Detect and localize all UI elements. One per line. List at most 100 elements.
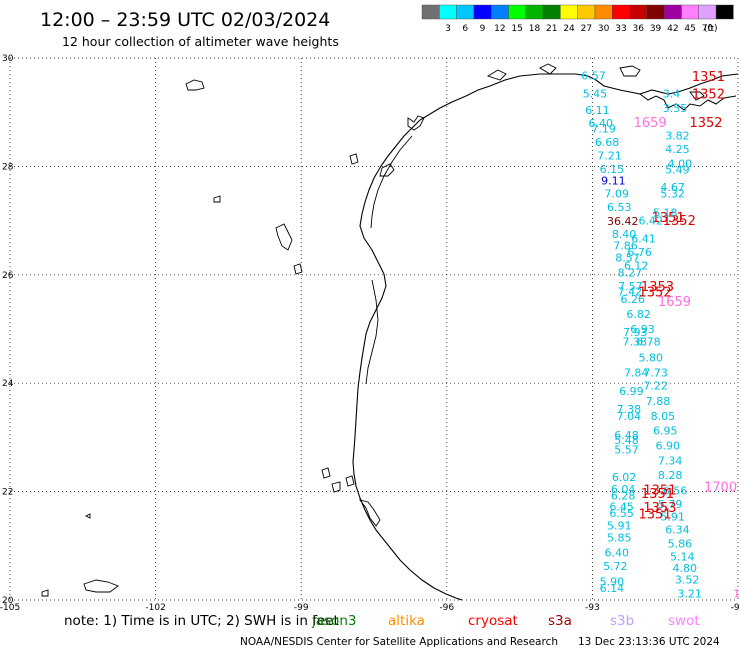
- wave-height-label: 6.76: [627, 246, 652, 259]
- wave-height-label: 7.93: [623, 326, 648, 339]
- colorbar-swatch: [629, 4, 648, 20]
- wave-height-label: 7.42: [618, 285, 643, 298]
- wave-height-label: 4.00: [668, 157, 693, 170]
- wave-height-labels: 6.575.456.116.407.196.687.216.159.117.09…: [581, 70, 740, 601]
- inland-lake-outline: [185, 79, 205, 91]
- wave-height-label: 5.79: [658, 498, 683, 511]
- footer-timestamp: 13 Dec 23:13:36 UTC 2024: [578, 636, 720, 648]
- colorbar-swatch: [421, 4, 440, 20]
- wave-height-label: 6.40: [589, 117, 614, 130]
- inland-lake-outline: [275, 223, 293, 251]
- wave-height-label: 5.91: [660, 510, 685, 523]
- legend-note: note: 1) Time is in UTC; 2) SWH is in fe…: [64, 613, 339, 629]
- colorbar-swatch: [594, 4, 613, 20]
- island-outline: [84, 513, 91, 519]
- wave-height-label: 3.82: [665, 129, 690, 142]
- wave-height-label: 6.99: [619, 385, 644, 398]
- satellite-source-label: swot: [668, 613, 700, 629]
- island-outline: [41, 589, 49, 597]
- colorbar-swatch: [473, 4, 492, 20]
- wave-height-label: 1351: [692, 70, 725, 85]
- wave-height-label: 6.53: [607, 201, 632, 214]
- island-outline: [539, 63, 557, 75]
- lat-lon-grid: [9, 57, 739, 601]
- wave-height-label: 3.21: [677, 587, 702, 600]
- wave-height-label: 5.57: [614, 444, 639, 457]
- wave-height-label: 8.05: [651, 410, 676, 423]
- wave-height-label: 6.90: [655, 439, 680, 452]
- wave-height-label: 6.40: [605, 547, 630, 560]
- wave-height-label: 7.09: [605, 187, 630, 200]
- wave-height-label: 5.85: [607, 531, 632, 544]
- wave-height-label: 1659: [634, 116, 667, 131]
- colorbar-tick-label: 12: [494, 24, 505, 34]
- colorbar-swatch: [664, 4, 682, 20]
- colorbar-tick-label: 27: [581, 24, 592, 34]
- wave-height-label: 7.86: [613, 239, 638, 252]
- wave-height-label: 5.91: [607, 520, 632, 533]
- satellite-source-legend: jason3 altika cryosat s3a s3b swot: [311, 613, 700, 629]
- satellite-source-label: s3a: [548, 613, 572, 629]
- colorbar-tick-label: 39: [650, 24, 662, 34]
- wave-height-label: 9.11: [601, 174, 626, 187]
- matagorda-bay-outline: [379, 163, 395, 177]
- longitude-tick-label: -93: [585, 603, 600, 613]
- longitude-tick-label: -96: [439, 603, 454, 613]
- wave-height-label: 7.73: [643, 367, 668, 380]
- map-subtitle: 12 hour collection of altimeter wave hei…: [62, 34, 339, 49]
- wave-height-label: 8.57: [615, 251, 640, 264]
- satellite-source-label: altika: [388, 613, 425, 629]
- wave-height-label: 6.78: [636, 335, 661, 348]
- wave-height-label: 4.25: [665, 143, 690, 156]
- wave-height-label: 7.04: [617, 410, 642, 423]
- wave-height-label: 1353: [643, 501, 676, 516]
- wave-height-label: 6.41: [631, 232, 656, 245]
- latitude-tick-label: 26: [2, 271, 14, 281]
- longitude-tick-label: -90: [731, 603, 740, 613]
- wave-height-label: 6.11: [585, 104, 610, 117]
- latitude-tick-label: 28: [2, 162, 14, 172]
- wave-height-label: 4.80: [672, 562, 697, 575]
- colorbar-swatch: [612, 4, 630, 20]
- wave-height-label: 6.02: [612, 471, 637, 484]
- colorbar-tick-label: 30: [598, 24, 610, 34]
- colorbar-swatch: [715, 4, 734, 20]
- colorbar-swatch: [491, 4, 509, 20]
- colorbar-tick-label: 9: [480, 24, 486, 34]
- wave-height-label: 8.27: [618, 266, 643, 279]
- colorbar-tick-label: 15: [511, 24, 522, 34]
- latitude-tick-label: 30: [2, 54, 14, 64]
- wave-height-label: 1351: [652, 211, 685, 226]
- colorbar-tick-label: 6: [462, 24, 468, 34]
- wave-height-label: 6.12: [624, 259, 649, 272]
- wave-height-label: 6.68: [595, 136, 620, 149]
- inland-lake-outline: [321, 467, 355, 493]
- wave-height-label: 1351: [641, 487, 674, 502]
- colorbar-tick-label: 18: [529, 24, 541, 34]
- longitude-tick-label: -102: [145, 603, 165, 613]
- satellite-source-label: cryosat: [468, 613, 518, 629]
- wave-height-label: 6.57: [581, 70, 606, 83]
- wave-height-label: 5.80: [639, 352, 664, 365]
- wave-height-label: 1351: [639, 508, 672, 523]
- colorbar-tick-label: 33: [615, 24, 626, 34]
- wave-height-label: 1700: [704, 481, 737, 496]
- wave-height-label: 6.93: [630, 323, 655, 336]
- longitude-tick-label: -99: [294, 603, 309, 613]
- wave-height-label: 1352: [689, 116, 722, 131]
- wave-height-label: 6.28: [611, 490, 636, 503]
- wave-height-label: 7.21: [597, 149, 622, 162]
- wave-height-label: 1352: [639, 285, 672, 300]
- wave-height-label: 3.52: [675, 574, 700, 587]
- latitude-tick-label: 20: [2, 596, 14, 606]
- colorbar-tick-label: 36: [633, 24, 645, 34]
- wave-height-label: 6.55: [609, 507, 634, 520]
- wave-height-label: 7.34: [658, 455, 683, 468]
- wave-height-label: 36.42: [607, 215, 639, 228]
- wave-height-label: 6.95: [653, 425, 678, 438]
- map-title: 12:00 – 23:59 UTC 02/03/2024: [40, 9, 330, 31]
- wave-height-label: 5.18: [653, 206, 678, 219]
- colorbar-swatch: [456, 4, 475, 20]
- wave-height-label: 1352: [692, 88, 725, 103]
- latitude-tick-label: 22: [2, 488, 13, 498]
